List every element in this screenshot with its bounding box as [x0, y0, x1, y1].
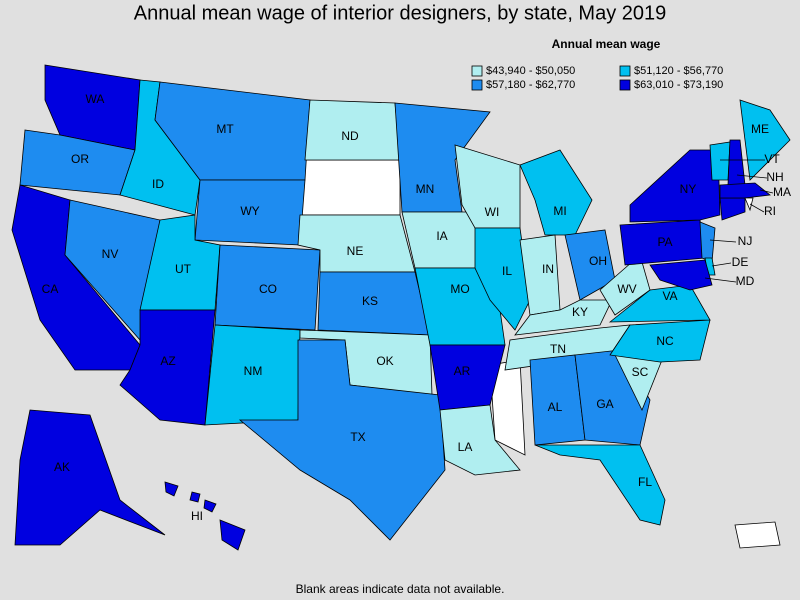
state-label: PA	[657, 235, 672, 249]
legend-label: $57,180 - $62,770	[486, 79, 575, 91]
state-label: WY	[240, 204, 259, 218]
state-label: MA	[773, 185, 791, 199]
state-label: VA	[662, 289, 677, 303]
state	[739, 99, 791, 181]
state-label: CA	[42, 282, 59, 296]
state-label: WI	[485, 205, 500, 219]
state-label: LA	[458, 440, 473, 454]
legend-swatch	[619, 79, 631, 91]
state-label: ND	[341, 129, 359, 143]
state	[238, 339, 446, 541]
state	[514, 299, 613, 336]
leader-line	[736, 174, 768, 179]
state	[629, 149, 721, 223]
hi-island	[164, 481, 179, 497]
state-label: OH	[589, 254, 607, 268]
leader-line	[704, 277, 737, 283]
state-label: AL	[548, 400, 563, 414]
state-label: TX	[350, 430, 365, 444]
state	[599, 254, 651, 316]
state-label: WA	[86, 92, 105, 106]
state-label: AZ	[160, 354, 175, 368]
states	[11, 64, 791, 551]
state	[414, 267, 506, 346]
state	[474, 227, 531, 331]
state-label: WV	[617, 282, 636, 296]
state-label: OK	[376, 354, 393, 368]
leader-line	[759, 189, 774, 194]
state-label: KS	[362, 294, 378, 308]
state	[534, 444, 666, 526]
state-label: IN	[542, 262, 554, 276]
leader-line	[711, 262, 732, 267]
state-label: MT	[216, 122, 234, 136]
state-label: KY	[572, 305, 588, 319]
state-label: IL	[502, 264, 512, 278]
hi-island	[189, 491, 201, 503]
state-label: GA	[596, 397, 613, 411]
map-title: Annual mean wage of interior designers, …	[134, 2, 667, 24]
territory-pr	[734, 521, 781, 549]
state-label: ME	[751, 122, 769, 136]
state-label: DE	[732, 255, 749, 269]
state	[439, 404, 521, 476]
legend-label: $63,010 - $73,190	[634, 79, 723, 91]
legend-swatch	[471, 79, 483, 91]
state-label: MN	[416, 182, 435, 196]
state-label: MO	[450, 282, 469, 296]
state-label: CO	[259, 282, 277, 296]
leaders	[704, 159, 774, 283]
state	[219, 519, 246, 551]
leader-line	[749, 203, 765, 213]
legend-label: $51,120 - $56,770	[634, 65, 723, 77]
legend: $43,940 - $50,050 $51,120 - $56,770 $57,18…	[471, 65, 723, 91]
state-label: HI	[191, 509, 203, 523]
state-label: MI	[553, 204, 566, 218]
state	[709, 141, 731, 181]
state	[649, 259, 713, 291]
state-label: RI	[764, 204, 776, 218]
legend-swatch	[619, 65, 631, 77]
state-sd	[299, 159, 401, 216]
state	[719, 182, 771, 199]
state-label: AR	[454, 364, 471, 378]
state	[394, 102, 491, 213]
state-ct	[719, 197, 746, 221]
legend-label: $43,940 - $50,050	[486, 65, 575, 77]
state-label: VT	[764, 152, 780, 166]
state	[519, 149, 593, 236]
legend-title: Annual mean wage	[552, 37, 661, 51]
state-label: NE	[347, 244, 364, 258]
state-label: IA	[436, 229, 447, 243]
state-label: TN	[550, 342, 566, 356]
state-label: NM	[244, 364, 263, 378]
state	[214, 244, 321, 331]
state-label: SC	[632, 365, 649, 379]
state-label: FL	[638, 475, 652, 489]
state	[744, 197, 754, 212]
hi-island	[203, 499, 217, 513]
state-label: MD	[736, 274, 755, 288]
state	[119, 309, 216, 426]
state	[609, 319, 711, 363]
state	[699, 221, 716, 263]
state-label: NY	[680, 182, 697, 196]
state	[727, 139, 746, 186]
state-label: NH	[766, 170, 783, 184]
state-label: NC	[656, 334, 674, 348]
state-label: NJ	[738, 234, 753, 248]
state-label: AK	[54, 460, 70, 474]
footnote: Blank areas indicate data not available.	[296, 582, 505, 596]
state-label: NV	[102, 247, 119, 261]
state-label: OR	[71, 152, 89, 166]
state	[14, 409, 166, 546]
state-label: ID	[152, 177, 164, 191]
leader-line	[709, 239, 737, 243]
state-label: UT	[175, 262, 192, 276]
legend-swatch	[471, 65, 483, 77]
